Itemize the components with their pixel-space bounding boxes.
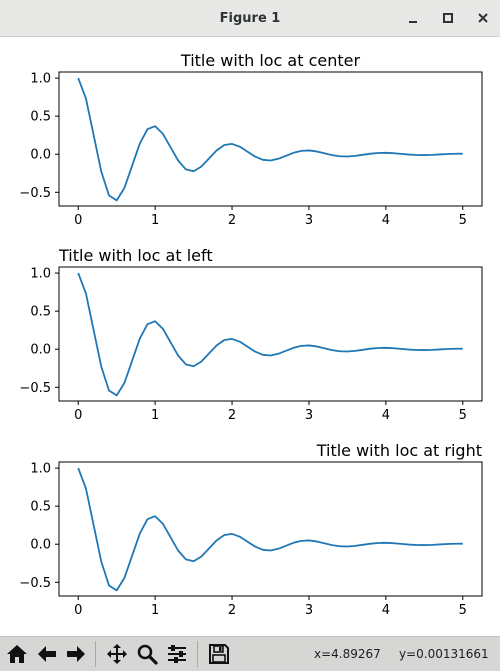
- series-line: [77, 272, 463, 397]
- x-tick-label: 2: [228, 603, 236, 618]
- home-icon: [7, 645, 27, 663]
- home-button[interactable]: [4, 641, 30, 667]
- x-tick-label: 4: [382, 213, 390, 228]
- close-icon: [478, 13, 488, 23]
- minimize-icon: [409, 21, 417, 23]
- x-tick-label: 4: [382, 408, 390, 423]
- x-tick-label: 3: [305, 603, 313, 618]
- y-tick-label: −0.5: [19, 186, 51, 201]
- x-tick-label: 2: [228, 408, 236, 423]
- x-tick-label: 2: [228, 213, 236, 228]
- arrow-left-icon: [38, 646, 56, 662]
- y-tick-label: 0.0: [30, 148, 51, 163]
- x-tick-label: 4: [382, 603, 390, 618]
- minimize-button[interactable]: [404, 9, 422, 27]
- x-tick-label: 3: [305, 408, 313, 423]
- y-tick-label: 1.0: [30, 72, 51, 87]
- y-tick-label: 0.5: [30, 110, 51, 125]
- x-tick-label: 0: [74, 213, 82, 228]
- x-tick-label: 1: [151, 408, 159, 423]
- x-tick-label: 3: [305, 213, 313, 228]
- sliders-icon: [168, 645, 186, 663]
- x-coordinate-readout: x=4.89267: [314, 647, 381, 661]
- y-tick-label: 0.5: [30, 500, 51, 515]
- y-tick-label: 0.0: [30, 538, 51, 553]
- figure-svg: 0 1 2 3 4 5 −0.5 0.0 0.5 1.0 Title with loc at cen…: [19, 51, 483, 618]
- figure-canvas[interactable]: 0 1 2 3 4 5 −0.5 0.0 0.5 1.0 Title with loc at cen…: [0, 37, 500, 636]
- toolbar-separator: [197, 641, 198, 667]
- x-tick-label: 5: [459, 408, 467, 423]
- toolbar-separator: [95, 641, 96, 667]
- maximize-icon: [443, 13, 453, 23]
- subplot-title: Title with loc at left: [58, 246, 213, 265]
- axes-frame: [58, 71, 483, 207]
- subplot-left: 0 1 2 3 4 5 −0.5 0.0 0.5 1.0 Title with loc at lef…: [19, 246, 483, 423]
- subplot-title: Title with loc at center: [180, 51, 361, 70]
- window-titlebar[interactable]: Figure 1: [0, 0, 500, 37]
- navigation-toolbar: x=4.89267 y=0.00131661: [0, 636, 500, 671]
- move-icon: [107, 644, 127, 664]
- forward-button[interactable]: [63, 641, 89, 667]
- y-tick-label: −0.5: [19, 576, 51, 591]
- arrow-right-icon: [67, 646, 85, 662]
- subplot-center: 0 1 2 3 4 5 −0.5 0.0 0.5 1.0 Title with loc at cen…: [19, 51, 483, 228]
- y-tick-label: 1.0: [30, 267, 51, 282]
- x-tick-label: 1: [151, 603, 159, 618]
- save-button[interactable]: [206, 641, 232, 667]
- floppy-disk-icon: [209, 644, 229, 664]
- y-coordinate-readout: y=0.00131661: [399, 647, 489, 661]
- y-tick-label: 1.0: [30, 462, 51, 477]
- window-title: Figure 1: [219, 11, 281, 26]
- pan-button[interactable]: [104, 641, 130, 667]
- x-tick-label: 0: [74, 408, 82, 423]
- close-button[interactable]: [474, 9, 492, 27]
- magnifier-icon: [137, 644, 158, 665]
- series-line: [77, 467, 463, 592]
- subplot-title: Title with loc at right: [316, 441, 482, 460]
- back-button[interactable]: [34, 641, 60, 667]
- maximize-button[interactable]: [439, 9, 457, 27]
- zoom-button[interactable]: [134, 641, 160, 667]
- series-line: [77, 77, 463, 202]
- x-tick-label: 1: [151, 213, 159, 228]
- axes-frame: [58, 461, 483, 597]
- subplot-right: 0 1 2 3 4 5 −0.5 0.0 0.5 1.0 Title with loc at rig…: [19, 441, 483, 618]
- y-tick-label: 0.5: [30, 305, 51, 320]
- y-tick-label: 0.0: [30, 343, 51, 358]
- axes-frame: [58, 266, 483, 402]
- configure-subplots-button[interactable]: [164, 641, 190, 667]
- y-tick-label: −0.5: [19, 381, 51, 396]
- x-tick-label: 5: [459, 603, 467, 618]
- x-tick-label: 5: [459, 213, 467, 228]
- x-tick-label: 0: [74, 603, 82, 618]
